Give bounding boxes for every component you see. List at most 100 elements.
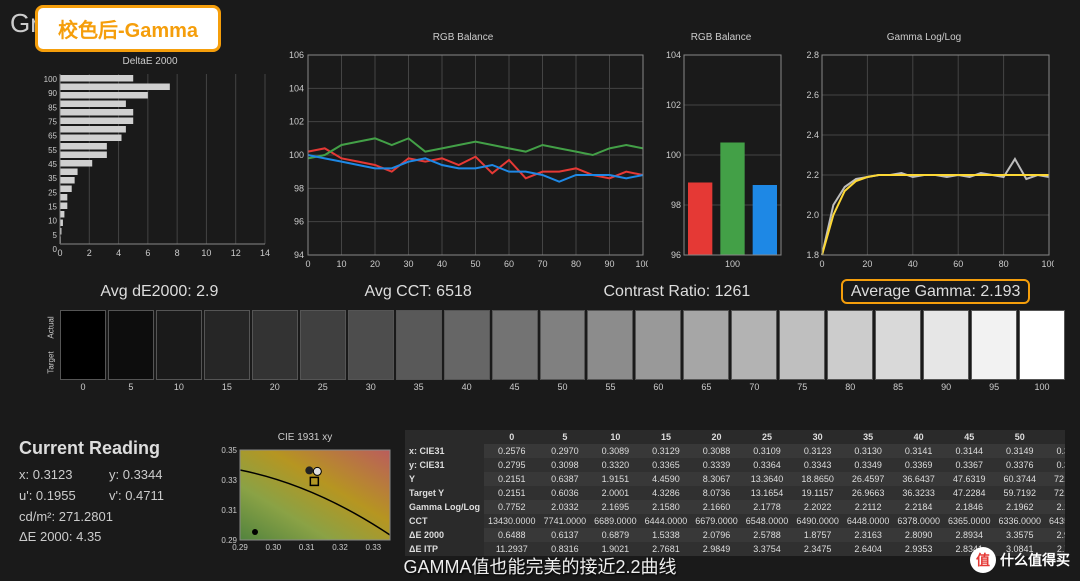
gray-label: 5 (108, 382, 154, 392)
reading-v: v': 0.4711 (109, 486, 199, 507)
table-header (405, 430, 484, 444)
table-header: 40 (893, 430, 944, 444)
svg-text:100: 100 (666, 150, 681, 160)
rgb-line-chart: 9496981001021041060102030405060708090100 (278, 45, 648, 275)
svg-text:5: 5 (53, 231, 58, 240)
gray-label: 60 (635, 382, 681, 392)
watermark: 值 什么值得买 (970, 547, 1070, 573)
table-header: 55 (1045, 430, 1065, 444)
gray-cell (635, 310, 681, 380)
svg-text:65: 65 (48, 132, 57, 141)
table-header: 15 (641, 430, 692, 444)
svg-text:60: 60 (504, 259, 514, 269)
svg-text:102: 102 (289, 117, 304, 127)
svg-text:12: 12 (231, 248, 241, 258)
stat-avg-de: Avg dE2000: 2.9 (30, 283, 289, 301)
gamma-chart-title: Gamma Log/Log (794, 30, 1054, 45)
gray-cell (587, 310, 633, 380)
table-header: 50 (995, 430, 1046, 444)
gray-label: 10 (156, 382, 202, 392)
gray-cell (492, 310, 538, 380)
svg-text:0.32: 0.32 (332, 543, 348, 552)
gamma-panel: Gamma Log/Log 1.82.02.22.42.62.802040608… (794, 30, 1054, 280)
rgb-bar-panel: RGB Balance 9698100102104100 (656, 30, 786, 280)
reading-x: x: 0.3123 (19, 465, 109, 486)
gray-label: 85 (875, 382, 921, 392)
gray-label: 95 (971, 382, 1017, 392)
gray-label: 90 (923, 382, 969, 392)
table-header: 35 (843, 430, 894, 444)
table-row: ΔE 20000.64880.61370.68791.53382.07962.5… (405, 528, 1065, 542)
svg-text:0.30: 0.30 (266, 543, 282, 552)
bottom-row: Current Reading x: 0.3123y: 0.3344 u': 0… (15, 430, 1065, 560)
svg-text:0.31: 0.31 (299, 543, 315, 552)
svg-text:8: 8 (175, 248, 180, 258)
svg-text:2.2: 2.2 (806, 170, 819, 180)
svg-text:10: 10 (336, 259, 346, 269)
gray-label: 50 (540, 382, 586, 392)
table-row: Gamma Log/Log0.77522.03322.16952.15802.1… (405, 500, 1065, 514)
table-header: 25 (742, 430, 793, 444)
svg-text:98: 98 (294, 183, 304, 193)
rgb-bar-chart: 9698100102104100 (656, 45, 786, 275)
svg-text:96: 96 (294, 217, 304, 227)
reading-u: u': 0.1955 (19, 486, 109, 507)
gray-cell (875, 310, 921, 380)
gray-cell (1019, 310, 1065, 380)
gray-cell (204, 310, 250, 380)
reading-de: ΔE 2000: 4.35 (19, 527, 201, 548)
svg-text:6: 6 (145, 248, 150, 258)
table-header: 30 (792, 430, 843, 444)
rgb-line-title: RGB Balance (278, 30, 648, 45)
rgb-bar-title: RGB Balance (656, 30, 786, 45)
svg-text:14: 14 (260, 248, 270, 258)
cie-title: CIE 1931 xy (215, 430, 395, 445)
svg-text:100: 100 (289, 150, 304, 160)
de-chart-title: DeltaE 2000 (30, 54, 270, 69)
svg-text:0.33: 0.33 (221, 476, 237, 485)
gray-label: 80 (827, 382, 873, 392)
svg-text:0: 0 (57, 248, 62, 258)
delta-e-chart: 024681012141009085756555453525151050 (30, 69, 270, 259)
data-table-panel: 051015202530354045505560x: CIE310.25760.… (405, 430, 1065, 560)
svg-text:85: 85 (48, 103, 57, 112)
svg-text:0: 0 (53, 245, 58, 254)
svg-text:100: 100 (725, 259, 740, 269)
gray-cell (252, 310, 298, 380)
svg-text:10: 10 (48, 217, 57, 226)
svg-text:10: 10 (201, 248, 211, 258)
svg-text:1.8: 1.8 (806, 250, 819, 260)
svg-text:35: 35 (48, 174, 57, 183)
svg-text:55: 55 (48, 146, 57, 155)
cie-chart: 0.290.300.310.320.330.290.310.330.35 (215, 445, 395, 555)
svg-text:80: 80 (571, 259, 581, 269)
svg-text:2.6: 2.6 (806, 90, 819, 100)
svg-text:45: 45 (48, 160, 57, 169)
grayscale-strip: Actual Target 05101520253035404550556065… (60, 310, 1065, 398)
reading-y: y: 0.3344 (109, 465, 199, 486)
table-row: Y0.21510.63871.91514.45908.306713.364018… (405, 472, 1065, 486)
svg-text:100: 100 (44, 75, 58, 84)
caption-text: GAMMA值也能完美的接近2.2曲线 (0, 553, 1080, 579)
svg-text:75: 75 (48, 118, 57, 127)
gray-cell (60, 310, 106, 380)
gray-label: 20 (252, 382, 298, 392)
stat-avg-gamma: Average Gamma: 2.193 (806, 283, 1065, 301)
watermark-text: 什么值得买 (1000, 550, 1070, 570)
svg-text:0.35: 0.35 (221, 446, 237, 455)
svg-text:90: 90 (48, 89, 57, 98)
gray-cell (971, 310, 1017, 380)
rgb-line-panel: RGB Balance 9496981001021041060102030405… (278, 30, 648, 280)
gray-label: 30 (348, 382, 394, 392)
reading-title: Current Reading (19, 438, 201, 459)
gray-label: 0 (60, 382, 106, 392)
table-header: 20 (691, 430, 742, 444)
svg-text:40: 40 (908, 259, 918, 269)
gray-label: 45 (492, 382, 538, 392)
svg-text:0.31: 0.31 (221, 506, 237, 515)
svg-text:4: 4 (116, 248, 121, 258)
top-charts-row: dE Formula: 2000 DeltaE 2000 02468101214… (30, 30, 1065, 280)
gray-cell (540, 310, 586, 380)
svg-text:96: 96 (671, 250, 681, 260)
table-header: 0 (484, 430, 540, 444)
